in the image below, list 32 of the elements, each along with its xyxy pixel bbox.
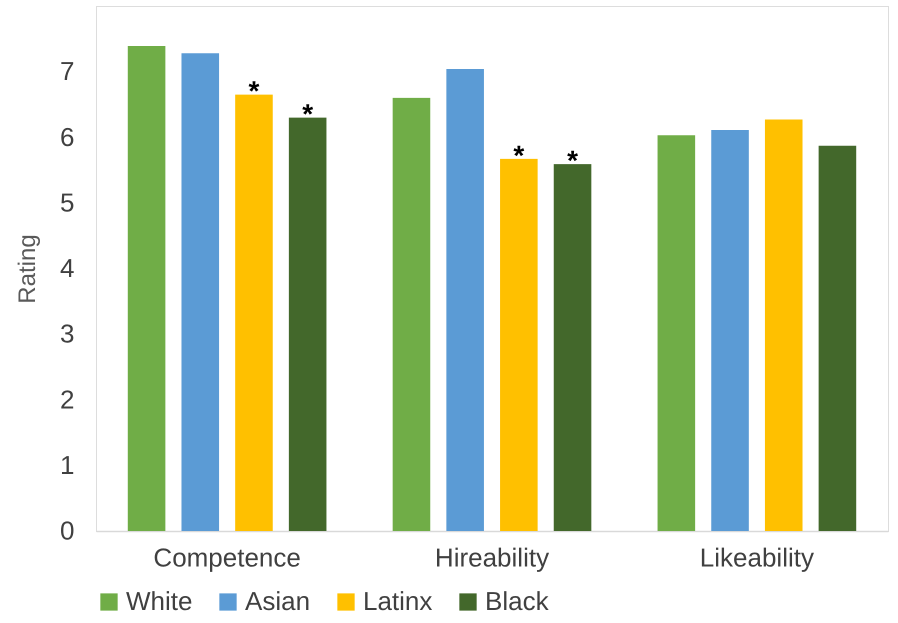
bar [288, 118, 326, 531]
bar [446, 69, 484, 531]
legend-label: Latinx [363, 586, 432, 616]
y-tick-label: 3 [60, 318, 74, 349]
y-tick-label: 5 [60, 187, 74, 218]
bar [554, 164, 592, 531]
legend-label: Black [485, 586, 550, 616]
legend-label: White [126, 586, 192, 616]
x-tick-label: Likeability [700, 542, 814, 572]
bar [392, 98, 430, 531]
y-tick-label: 7 [60, 56, 74, 86]
legend-label: Asian [245, 586, 310, 616]
y-tick-label: 4 [60, 253, 74, 283]
y-axis-title: Rating [14, 234, 42, 304]
data-label: * [302, 98, 314, 130]
data-label: * [513, 140, 524, 171]
data-label: * [248, 76, 260, 107]
bar [711, 130, 749, 531]
x-tick-label: Competence [153, 542, 301, 572]
y-tick-label: 1 [60, 450, 74, 480]
bar [128, 46, 166, 531]
bar [658, 135, 696, 531]
bar [181, 53, 220, 531]
y-tick-label: 2 [60, 384, 74, 414]
bar [500, 158, 538, 531]
bar [235, 94, 273, 531]
bar [764, 120, 803, 531]
y-tick-label: 0 [60, 516, 74, 546]
bar [818, 146, 856, 531]
y-tick-label: 6 [60, 122, 74, 152]
x-tick-label: Hireability [434, 542, 550, 572]
data-label: * [567, 145, 578, 176]
